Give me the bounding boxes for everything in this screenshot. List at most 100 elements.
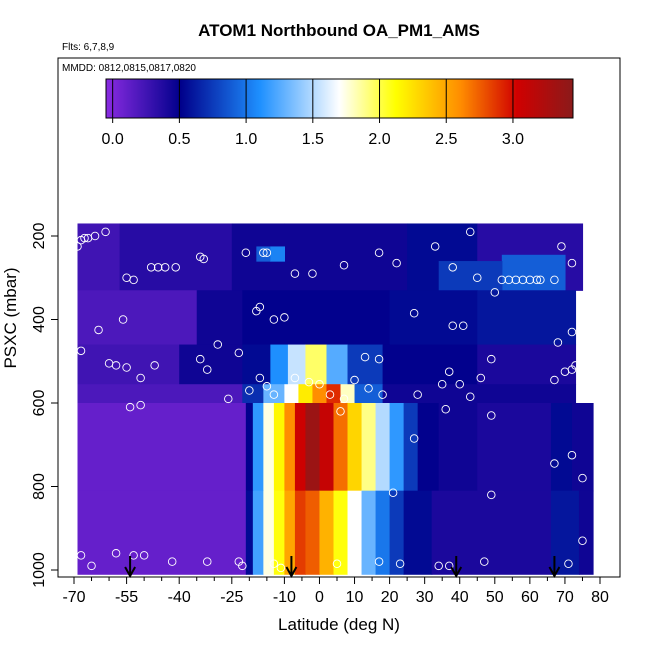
heatmap-cell — [294, 490, 307, 575]
heatmap-cell — [263, 490, 275, 575]
observation-point — [76, 551, 86, 560]
heatmap-cell — [245, 403, 254, 492]
colorbar-gradient — [105, 78, 574, 119]
observation-point — [203, 365, 212, 374]
observation-point — [146, 263, 156, 272]
x-tick-label: 60 — [521, 589, 539, 606]
observation-point — [364, 384, 373, 393]
observation-point — [532, 275, 542, 285]
heatmap-cell — [333, 403, 349, 492]
heatmap-cell — [431, 490, 552, 575]
observation-point — [497, 275, 507, 285]
heatmap-cell — [77, 490, 247, 575]
observation-point — [111, 361, 121, 370]
observation-point — [269, 315, 279, 324]
heatmap-cell — [477, 290, 577, 346]
x-tick-label: -10 — [273, 589, 296, 606]
observation-point — [378, 390, 387, 399]
heatmap-cell — [375, 403, 391, 492]
heatmap-cell — [361, 403, 377, 492]
observation-point — [553, 338, 563, 347]
x-tick-label: 10 — [346, 589, 364, 606]
observation-point — [567, 258, 577, 268]
profile-arrow — [548, 556, 561, 579]
observation-point — [203, 557, 212, 566]
y-tick-label: 1000 — [31, 552, 48, 588]
observation-point — [578, 473, 587, 483]
observation-point — [139, 551, 149, 560]
heatmap-cell — [375, 490, 391, 575]
observation-point — [388, 488, 398, 498]
x-tick-label: 40 — [451, 589, 469, 606]
heatmap-cell — [263, 384, 285, 404]
heatmap-cell — [571, 403, 594, 492]
heatmap-cell — [242, 344, 271, 385]
observation-point — [571, 361, 580, 370]
observation-point — [360, 352, 370, 362]
observation-point — [276, 563, 286, 573]
observation-point — [255, 373, 265, 383]
observation-point — [255, 302, 265, 312]
observation-point — [290, 373, 300, 383]
observation-point — [444, 367, 454, 376]
flights-label: Flts: 6,7,8,9 — [62, 42, 115, 53]
heatmap-cell — [347, 403, 363, 492]
observation-point — [466, 392, 475, 401]
observation-point — [525, 275, 535, 285]
heatmap-cell — [77, 223, 121, 291]
observation-point — [129, 551, 138, 560]
heatmap-cell — [354, 384, 384, 404]
heatmap-cell — [284, 403, 296, 492]
heatmap-cell — [550, 403, 573, 492]
x-axis: -70 -55 -40 -25 -10 0 10 20 30 40 50 60 70 80 — [62, 576, 609, 606]
observation-point — [153, 263, 163, 272]
heatmap-cell — [252, 490, 264, 575]
heatmap-cell — [294, 403, 307, 492]
observation-point — [437, 379, 447, 389]
observation-point — [87, 561, 96, 571]
heatmap-cell — [501, 254, 566, 291]
heatmap-cell — [77, 403, 247, 492]
observation-point — [339, 260, 349, 270]
x-tick-label: -70 — [62, 589, 85, 606]
heatmap-cell — [347, 490, 363, 575]
x-tick-label: 70 — [556, 589, 574, 606]
colorbar-tick-label: 0.0 — [102, 131, 124, 148]
observation-point — [588, 242, 598, 251]
heatmap-cell — [245, 490, 254, 575]
observation-point — [213, 340, 223, 349]
colorbar-tick-label: 2.0 — [368, 131, 390, 148]
x-tick-label: -25 — [220, 589, 243, 606]
heatmap-cell — [273, 403, 285, 492]
heatmap-cell — [284, 223, 408, 291]
x-tick-label: 0 — [315, 589, 324, 606]
y-tick-label: 200 — [31, 223, 48, 250]
observation-point — [262, 248, 272, 257]
observation-point — [567, 450, 577, 460]
heatmap-cell — [417, 403, 440, 492]
colorbar-tick-label: 0.5 — [168, 131, 190, 148]
observation-point — [595, 338, 605, 347]
observation-point — [487, 354, 496, 364]
observation-point — [262, 382, 272, 391]
heatmap-cell — [287, 344, 307, 385]
colorbar-tick-label: 2.5 — [435, 131, 457, 148]
observation-point — [504, 275, 514, 285]
observation-point — [511, 275, 521, 285]
heatmap-cell — [550, 490, 580, 575]
observation-point — [234, 348, 244, 358]
x-axis-label: Latitude (deg N) — [278, 615, 400, 634]
heatmap-cell — [242, 384, 264, 404]
observation-point — [557, 242, 566, 251]
heatmap-cell — [333, 490, 349, 575]
observation-point — [290, 269, 300, 278]
observation-point — [550, 375, 559, 385]
observation-point — [76, 346, 86, 356]
observation-point — [245, 386, 254, 395]
heatmap-cell — [340, 384, 356, 404]
heatmap-cell — [578, 490, 594, 575]
observation-point — [430, 242, 440, 251]
observation-point — [125, 402, 135, 412]
y-axis-label: PSXC (mbar) — [1, 267, 20, 368]
heatmap-cell — [284, 384, 300, 404]
